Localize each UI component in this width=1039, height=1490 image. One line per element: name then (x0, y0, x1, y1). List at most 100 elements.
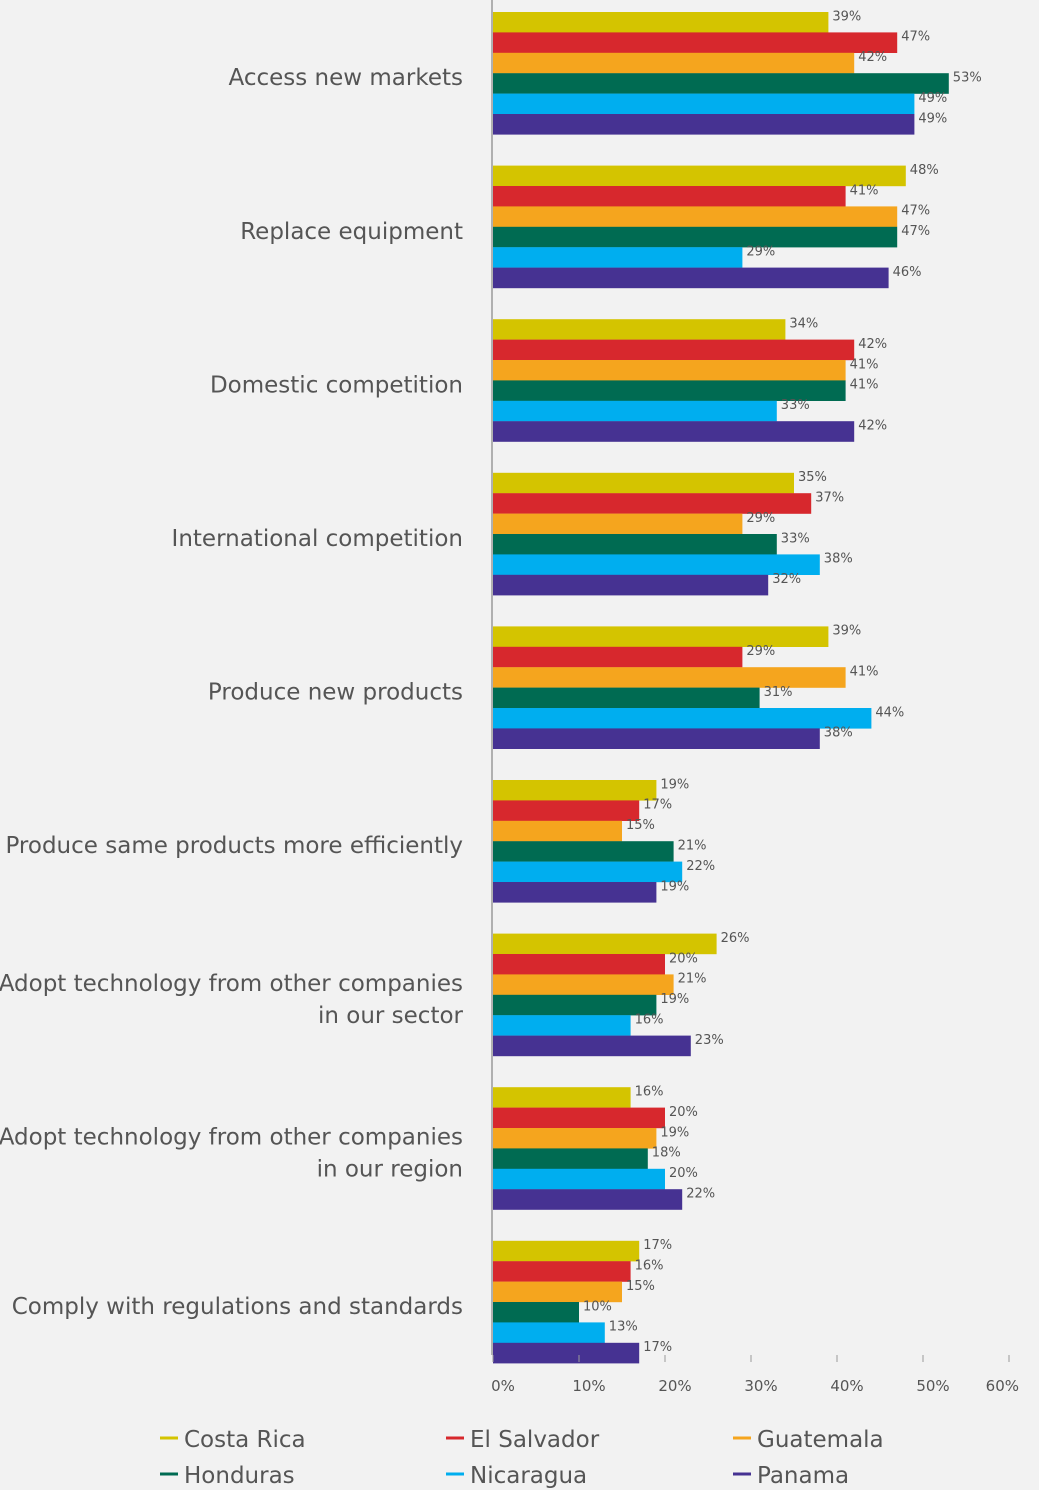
category-label: Produce same products more efficiently (5, 833, 463, 859)
bar-nicaragua (493, 400, 777, 422)
data-label: 38% (824, 552, 853, 567)
x-tick-label: 0% (491, 1377, 515, 1395)
bar-honduras (493, 687, 760, 709)
bar-panama (493, 882, 657, 903)
data-label: 34% (789, 317, 818, 332)
category-label: Replace equipment (240, 219, 463, 245)
bar-costa-rica (493, 1087, 631, 1108)
data-label: 37% (815, 491, 844, 506)
legend-label-honduras: Honduras (184, 1463, 295, 1489)
category-label: Adopt technology from other companies (0, 1124, 463, 1150)
x-tick-label: 30% (744, 1377, 777, 1395)
bar-panama (493, 574, 769, 596)
bar-panama (493, 1342, 640, 1364)
bar-el-salvador (493, 32, 898, 53)
bar-costa-rica (493, 12, 829, 33)
bar-honduras (493, 994, 657, 1016)
data-label: 16% (635, 1085, 664, 1100)
data-label: 31% (764, 685, 793, 700)
bar-honduras (493, 534, 777, 555)
category-label: Adopt technology from other companies (0, 971, 463, 997)
data-label: 16% (635, 1259, 664, 1274)
category-label: Access new markets (228, 65, 463, 91)
x-tick-label: 60% (986, 1377, 1019, 1395)
legend-label-nicaragua: Nicaragua (470, 1463, 587, 1489)
data-label: 39% (832, 624, 861, 639)
bar-nicaragua (493, 708, 872, 729)
data-label: 23% (695, 1033, 724, 1048)
bar-costa-rica (493, 933, 717, 955)
bar-el-salvador (493, 339, 855, 361)
bar-el-salvador (493, 646, 743, 668)
bar-honduras (493, 841, 674, 862)
data-label: 33% (781, 531, 810, 546)
bar-guatemala (493, 206, 898, 227)
data-label: 29% (746, 511, 775, 526)
bar-el-salvador (493, 954, 665, 975)
data-label: 42% (858, 337, 887, 352)
bar-panama (493, 728, 820, 749)
bar-costa-rica (493, 1240, 640, 1262)
bar-el-salvador (493, 1261, 631, 1282)
bar-el-salvador (493, 1107, 665, 1129)
data-label: 19% (660, 1125, 689, 1140)
data-label: 41% (850, 183, 879, 198)
data-label: 53% (953, 71, 982, 86)
data-label: 47% (901, 224, 930, 239)
category-label: in our region (317, 1156, 463, 1182)
x-axis-ticks: 0% 10% 20% 30% 40% 50% 60% (491, 1355, 1019, 1395)
legend: Costa Rica El Salvador Guatemala Honduras Ni… (160, 1427, 884, 1489)
data-label: 21% (678, 839, 707, 854)
data-label: 42% (858, 50, 887, 65)
category-label: Comply with regulations and standards (12, 1294, 463, 1320)
data-label: 20% (669, 951, 698, 966)
bar-el-salvador (493, 800, 640, 821)
legend-label-guatemala: Guatemala (757, 1427, 884, 1453)
bar-honduras (493, 1148, 648, 1169)
data-label: 10% (583, 1299, 612, 1314)
data-label: 38% (824, 726, 853, 741)
data-label: 49% (918, 91, 947, 106)
data-label: 16% (635, 1013, 664, 1028)
bar-panama (493, 267, 889, 289)
data-label: 20% (669, 1166, 698, 1181)
data-label: 20% (669, 1105, 698, 1120)
bar-guatemala (493, 52, 855, 74)
data-label: 17% (643, 798, 672, 813)
data-label: 29% (746, 644, 775, 659)
bar-costa-rica (493, 626, 829, 647)
category-label: in our sector (318, 1003, 464, 1029)
bar-nicaragua (493, 1322, 605, 1343)
bar-panama (493, 1189, 683, 1210)
x-tick-label: 10% (572, 1377, 605, 1395)
bar-nicaragua (493, 247, 743, 268)
bar-costa-rica (493, 780, 657, 801)
data-label: 41% (850, 357, 879, 372)
bar-panama (493, 114, 915, 135)
bar-guatemala (493, 1281, 622, 1303)
x-tick-label: 40% (830, 1377, 863, 1395)
data-label: 33% (781, 398, 810, 413)
data-label: 39% (832, 9, 861, 24)
data-label: 29% (746, 245, 775, 260)
data-label: 32% (772, 572, 801, 587)
data-label: 44% (875, 705, 904, 720)
data-label: 17% (643, 1340, 672, 1355)
data-label: 15% (626, 1279, 655, 1294)
bar-el-salvador (493, 493, 812, 514)
bar-honduras (493, 380, 846, 401)
bar-honduras (493, 1302, 579, 1323)
data-label: 22% (686, 1187, 715, 1202)
data-label: 49% (918, 111, 947, 126)
category-label: Produce new products (208, 680, 463, 706)
bar-costa-rica (493, 165, 906, 187)
category-labels: Access new markets Replace equipment Domes… (0, 65, 464, 1320)
bar-nicaragua (493, 1168, 665, 1190)
bar-panama (493, 421, 855, 442)
data-label: 41% (850, 378, 879, 393)
legend-label-panama: Panama (757, 1463, 849, 1489)
bar-panama (493, 1035, 691, 1057)
data-label: 47% (901, 204, 930, 219)
bars-group: 39% 47% 42% 53% 49% 49% 48% 41% 47% 47% 29% 46% 34% 4… (493, 9, 982, 1364)
